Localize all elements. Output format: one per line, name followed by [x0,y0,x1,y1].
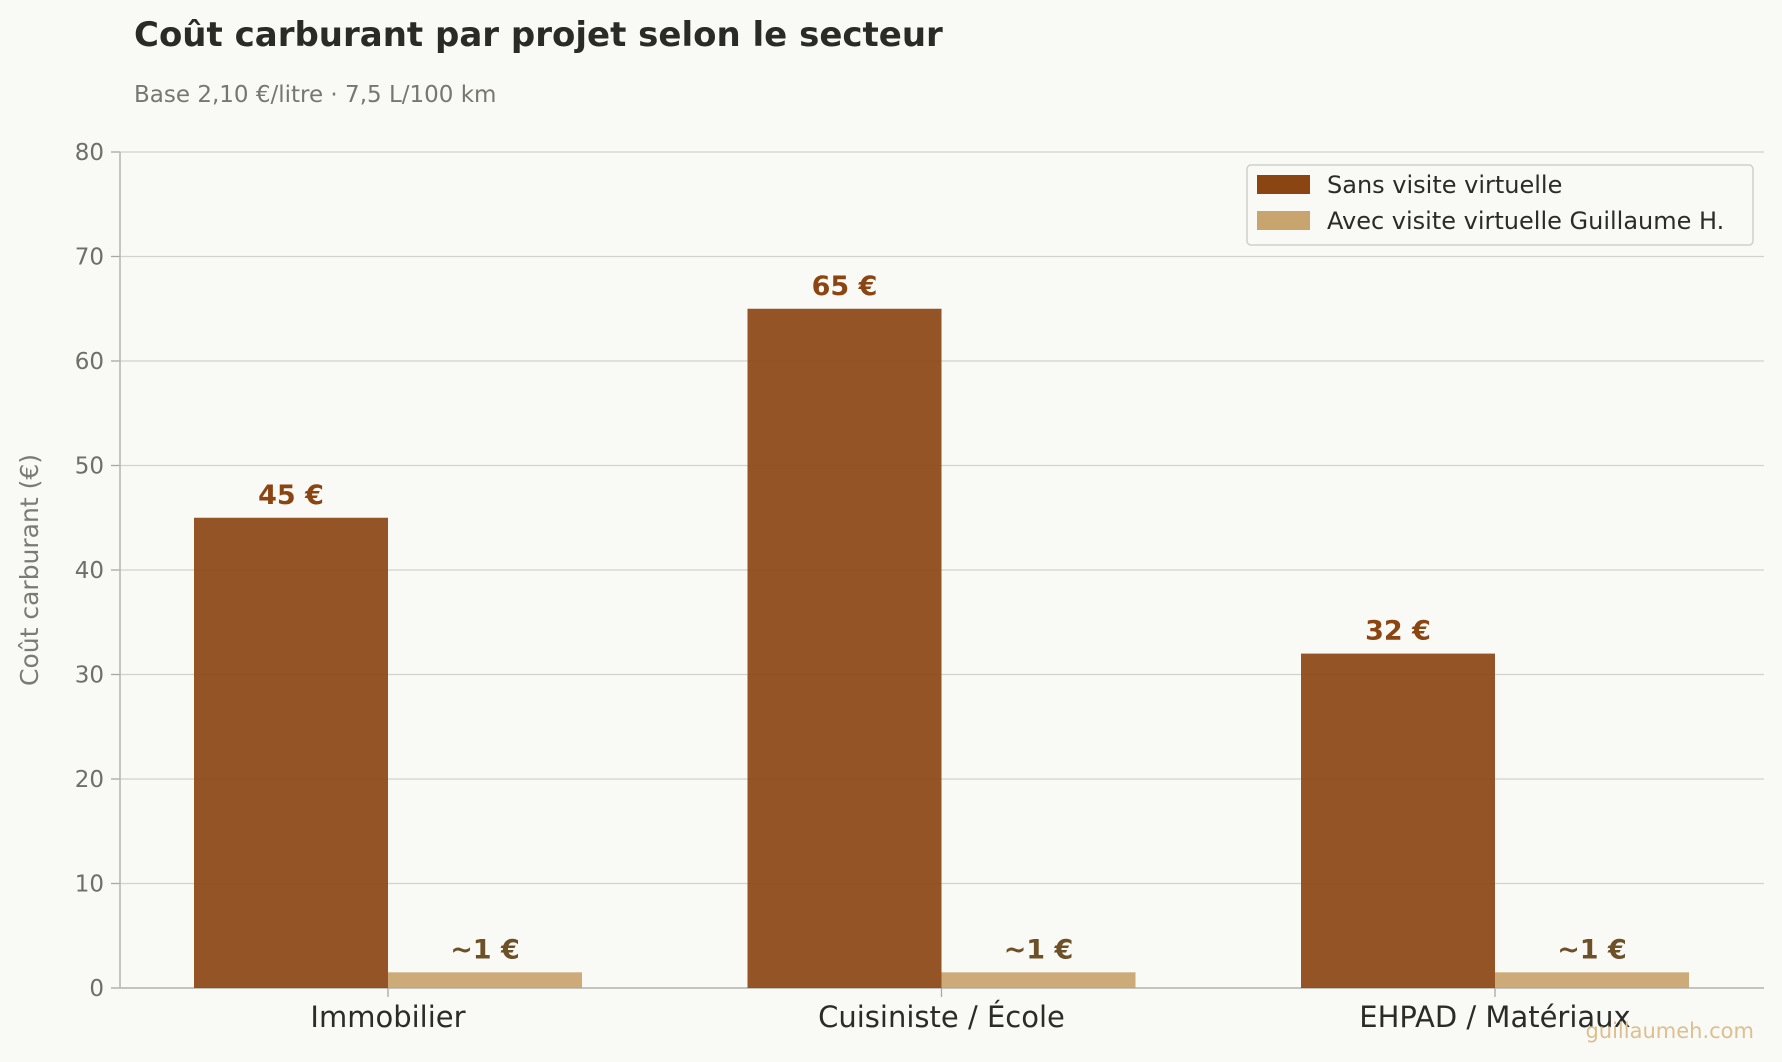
legend-label: Sans visite virtuelle [1327,171,1562,199]
bar-sans-visite [194,517,388,988]
y-tick-label: 70 [75,245,104,271]
y-tick-label: 20 [75,767,104,793]
data-label: ~1 € [1557,934,1627,965]
bar-sans-visite [747,308,942,988]
y-axis-title: Coût carburant (€) [15,454,44,686]
y-tick-label: 10 [75,872,104,898]
data-label: 45 € [258,480,324,511]
y-tick-label: 50 [75,454,104,480]
y-tick-label: 60 [75,349,104,375]
category-labels: Immobilier Cuisiniste / École EHPAD / Maté… [310,1000,1630,1034]
legend: Sans visite virtuelle Avec visite virtuel… [1246,164,1754,246]
x-tick-label: EHPAD / Matériaux [1359,1000,1630,1034]
data-label: 32 € [1365,616,1431,647]
y-tick-label: 30 [75,663,104,689]
x-tick-label: Cuisiniste / École [818,1000,1065,1034]
y-tick-label: 0 [89,976,104,1002]
bar-avec-visite [941,972,1136,988]
data-label: ~1 € [450,934,520,965]
legend-swatch [1257,175,1310,194]
bar-avec-visite [1495,972,1689,988]
grid [120,151,1764,989]
chart-subtitle: Base 2,10 €/litre · 7,5 L/100 km [134,82,496,108]
bars [194,308,1689,988]
x-tick-label: Immobilier [310,1000,465,1034]
data-label: 65 € [812,271,878,302]
y-tick-label: 80 [75,140,104,166]
legend-label: Avec visite virtuelle Guillaume H. [1327,207,1724,235]
value-labels: 45 € ~1 € 65 € ~1 € 32 € ~1 € [258,271,1627,966]
bar-avec-visite [388,972,582,988]
data-label: ~1 € [1004,934,1074,965]
chart-title: Coût carburant par projet selon le secte… [134,15,943,55]
y-tick-label: 40 [75,558,104,584]
legend-swatch [1257,211,1310,230]
legend-box [1246,164,1754,246]
bar-sans-visite [1301,653,1495,988]
watermark: guillaumeh.com [1585,1019,1754,1043]
